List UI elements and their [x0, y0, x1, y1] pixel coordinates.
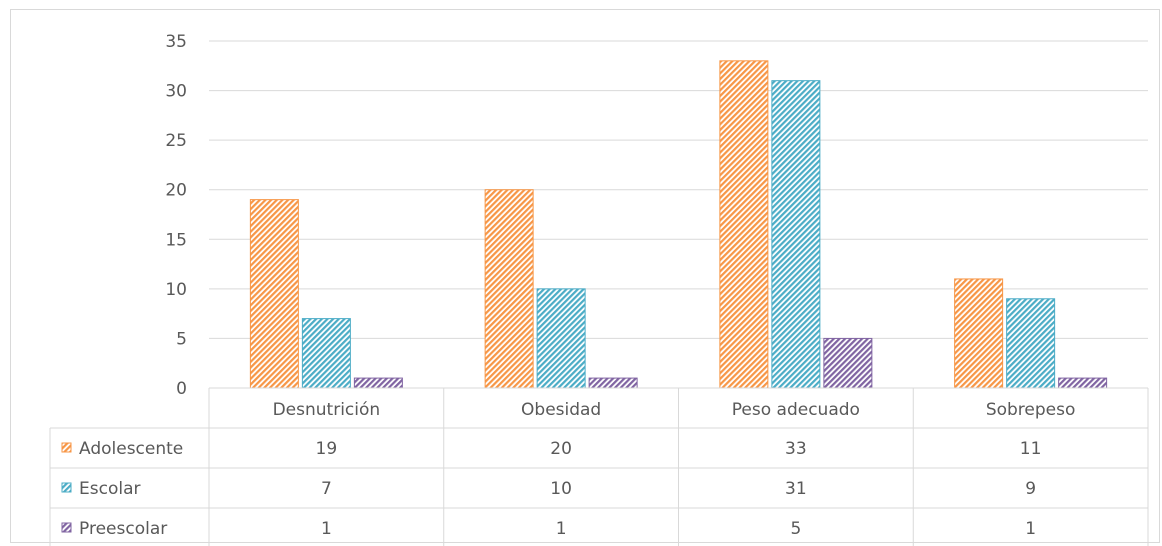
- x-category-label: Peso adecuado: [732, 400, 860, 420]
- legend-label: Preescolar: [79, 519, 167, 539]
- x-category-label: Desnutrición: [273, 400, 381, 420]
- y-tick-label: 0: [176, 379, 187, 399]
- x-category-label: Obesidad: [521, 400, 601, 420]
- legend-key-preescolar: [61, 522, 72, 533]
- bar-escolar-peso-adecuado: [771, 80, 821, 389]
- legend-label: Adolescente: [79, 439, 183, 459]
- y-tick-label: 20: [165, 181, 187, 201]
- y-tick-label: 10: [165, 280, 187, 300]
- data-table-value: 11: [1020, 439, 1042, 459]
- data-table-value: 33: [785, 439, 807, 459]
- data-table-value: 1: [1025, 519, 1036, 539]
- data-table-value: 7: [321, 479, 332, 499]
- legend-key-adolescente: [61, 442, 72, 453]
- bar-preescolar-obesidad: [588, 377, 638, 389]
- data-table-value: 10: [550, 479, 572, 499]
- data-table-value: 5: [790, 519, 801, 539]
- y-tick-label: 35: [165, 32, 187, 52]
- data-table-value: 9: [1025, 479, 1036, 499]
- y-axis-ticks: 0 5 10 15 20 25 30 35: [165, 32, 187, 399]
- bar-adolescente-peso-adecuado: [719, 60, 769, 389]
- data-table-value: 19: [316, 439, 338, 459]
- bar-adolescente-desnutricion: [249, 199, 299, 389]
- bar-escolar-desnutricion: [301, 318, 351, 389]
- bar-escolar-obesidad: [536, 288, 586, 389]
- bar-escolar-sobrepeso: [1006, 298, 1056, 389]
- bar-adolescente-sobrepeso: [954, 278, 1004, 389]
- bar-preescolar-peso-adecuado: [823, 337, 873, 389]
- bar-adolescente-obesidad: [484, 189, 534, 389]
- bars: [249, 60, 1108, 389]
- y-tick-label: 30: [165, 82, 187, 102]
- data-table-value: 31: [785, 479, 807, 499]
- y-tick-label: 5: [176, 329, 187, 349]
- data-table-value: 20: [550, 439, 572, 459]
- data-table-value: 1: [556, 519, 567, 539]
- data-table: Desnutrición Obesidad Peso adecuado Sobrepe…: [49, 387, 1149, 546]
- bar-preescolar-desnutricion: [353, 377, 403, 389]
- gridlines: [209, 40, 1148, 339]
- y-tick-label: 25: [165, 131, 187, 151]
- chart-frame: [10, 9, 1160, 543]
- legend-label: Escolar: [79, 479, 140, 499]
- legend-key-escolar: [61, 482, 72, 493]
- bar-preescolar-sobrepeso: [1058, 377, 1108, 389]
- data-table-value: 1: [321, 519, 332, 539]
- y-tick-label: 15: [165, 230, 187, 250]
- x-category-label: Sobrepeso: [986, 400, 1076, 420]
